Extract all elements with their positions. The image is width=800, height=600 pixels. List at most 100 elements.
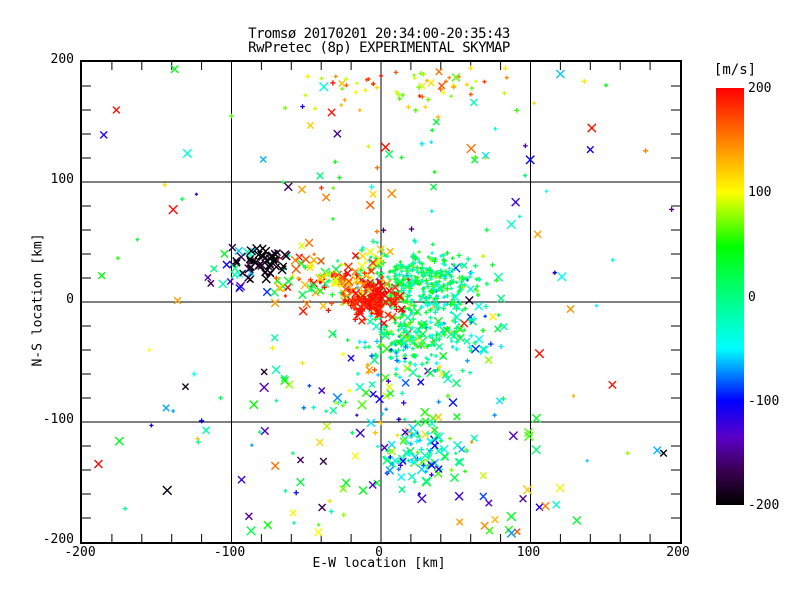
data-point [444, 79, 448, 84]
data-point [296, 477, 305, 487]
data-point [234, 246, 244, 256]
data-point [398, 462, 404, 468]
y-axis-title: N-S location [km] [30, 233, 46, 367]
data-point [379, 271, 385, 276]
data-point [552, 500, 561, 509]
data-point [236, 252, 246, 262]
data-point [254, 260, 265, 270]
data-point [586, 145, 595, 154]
data-point [306, 121, 315, 130]
data-point [307, 383, 312, 388]
data-point [456, 518, 464, 526]
data-point [511, 197, 521, 207]
data-point [441, 306, 447, 311]
y-tick-label: 200 [50, 52, 74, 67]
data-point [362, 340, 368, 345]
data-point [357, 108, 362, 113]
data-point [333, 74, 338, 79]
data-point [412, 459, 418, 465]
data-point [308, 277, 314, 283]
data-point [373, 353, 379, 358]
data-point [453, 319, 458, 325]
data-point [298, 306, 308, 316]
data-point [365, 366, 374, 375]
data-point [366, 344, 372, 350]
data-point [173, 296, 182, 305]
data-point [420, 451, 430, 461]
data-point [445, 271, 449, 276]
data-point [397, 473, 406, 482]
data-point [305, 73, 311, 80]
data-point [244, 512, 253, 521]
data-point [477, 277, 482, 282]
data-point [372, 430, 378, 436]
data-point [232, 256, 241, 265]
data-point [443, 274, 448, 279]
data-point [249, 247, 257, 255]
data-point [445, 293, 450, 299]
data-point [337, 175, 342, 180]
data-point [440, 322, 445, 326]
data-point [366, 77, 371, 81]
data-point [437, 279, 441, 284]
data-point [340, 87, 345, 91]
data-point [436, 336, 442, 342]
data-point [420, 286, 426, 292]
data-point [348, 303, 354, 308]
data-point [643, 148, 649, 154]
data-point [385, 466, 395, 475]
data-point [345, 338, 350, 342]
data-point [401, 348, 406, 352]
data-point [319, 457, 328, 466]
data-point [463, 276, 469, 281]
data-point [447, 281, 453, 287]
data-point [191, 371, 197, 377]
data-point [431, 258, 438, 264]
data-point [182, 148, 193, 159]
data-point [445, 393, 451, 399]
data-point [419, 362, 425, 367]
data-point [392, 264, 398, 270]
data-point [448, 274, 454, 280]
data-point [250, 443, 254, 447]
data-point [473, 263, 479, 269]
data-point [498, 344, 504, 349]
data-point [376, 344, 382, 350]
data-point [338, 284, 343, 289]
data-point [508, 431, 518, 441]
data-point [421, 272, 426, 277]
data-point [333, 129, 342, 138]
data-point [362, 299, 368, 305]
data-point [448, 436, 452, 441]
data-point [417, 294, 422, 298]
data-point [450, 278, 456, 284]
data-point [399, 437, 408, 446]
data-point [351, 288, 361, 298]
data-point [379, 73, 383, 78]
data-point [427, 301, 433, 307]
data-point [425, 431, 431, 436]
data-point [394, 358, 400, 363]
data-point [427, 461, 436, 470]
data-point [374, 308, 379, 313]
data-point [222, 260, 231, 269]
data-point [393, 70, 399, 75]
data-point [429, 472, 434, 478]
data-point [358, 288, 365, 294]
data-point [450, 267, 456, 273]
data-point [342, 281, 346, 286]
data-point [283, 182, 293, 192]
colorbar-tick-label: 100 [748, 185, 772, 201]
data-point [318, 386, 326, 395]
data-point [653, 446, 662, 455]
data-point [362, 270, 370, 279]
data-point [522, 485, 533, 495]
data-point [387, 270, 392, 274]
data-point [149, 423, 154, 428]
data-point [194, 192, 199, 196]
data-point [424, 280, 430, 286]
data-point [329, 406, 338, 415]
data-point [428, 307, 434, 313]
data-point [317, 257, 325, 265]
data-point [469, 270, 475, 276]
